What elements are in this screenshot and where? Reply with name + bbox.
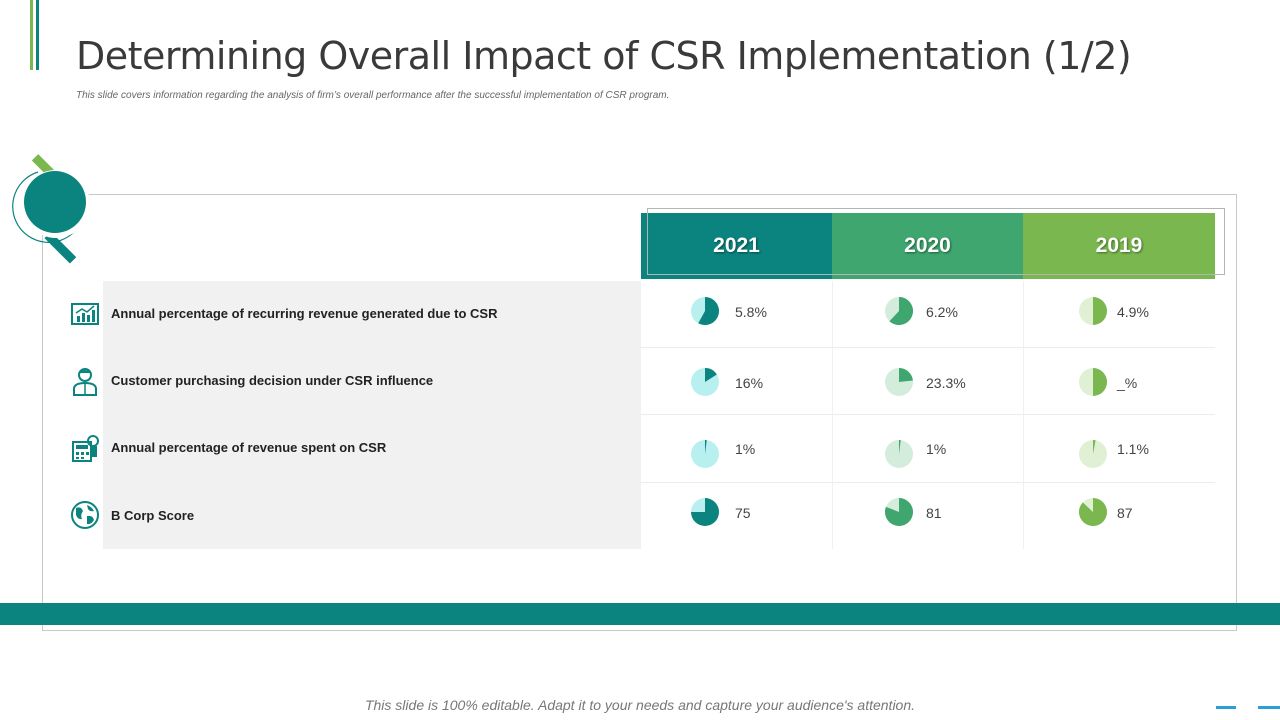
accent-bar-teal [36, 0, 39, 70]
value-row1-2021: 5.8% [735, 304, 767, 320]
row-label-revenue-spent: Annual percentage of revenue spent on CS… [111, 440, 387, 455]
page-subtitle: This slide covers information regarding … [76, 90, 670, 101]
row-divider [641, 482, 1215, 483]
column-divider [1023, 281, 1024, 549]
pie-icon-row4-2020 [885, 498, 913, 526]
growth-chart-icon [71, 303, 99, 325]
value-row3-2020: 1% [926, 441, 947, 457]
row-label-b-corp-score: B Corp Score [111, 508, 195, 523]
year-header-2021: 2021 [641, 213, 832, 279]
globe-icon [71, 501, 99, 529]
pie-icon-row3-2021 [691, 440, 719, 468]
value-row4-2020: 81 [926, 505, 942, 521]
year-header-2019: 2019 [1023, 213, 1215, 279]
footer-note: This slide is 100% editable. Adapt it to… [364, 697, 916, 713]
row-label-purchasing-decision: Customer purchasing decision under CSR i… [111, 373, 434, 388]
person-icon [73, 368, 97, 396]
row-divider [641, 414, 1215, 415]
pie-icon-row1-2019 [1079, 297, 1107, 325]
row-label-recurring-revenue: Annual percentage of recurring revenue g… [111, 306, 498, 321]
value-row2-2020: 23.3% [926, 375, 966, 391]
corner-dash-right [1258, 706, 1280, 709]
value-row2-2019: _% [1117, 375, 1138, 391]
pie-icon-row3-2019 [1079, 440, 1107, 468]
accent-bar-green [30, 0, 33, 70]
row-label-panel [103, 281, 641, 549]
pie-icon-row1-2021 [691, 297, 719, 325]
corner-dash-left [1216, 706, 1236, 709]
pie-icon-row3-2020 [885, 440, 913, 468]
value-row3-2019: 1.1% [1117, 441, 1149, 457]
pie-icon-row1-2020 [885, 297, 913, 325]
row-divider [641, 347, 1215, 348]
header-outline [647, 208, 1225, 275]
pie-icon-row2-2020 [885, 368, 913, 396]
year-header-2020: 2020 [832, 213, 1023, 279]
value-row4-2019: 87 [1117, 505, 1133, 521]
column-divider [832, 281, 833, 549]
pie-icon-row2-2021 [691, 368, 719, 396]
value-row1-2020: 6.2% [926, 304, 958, 320]
value-row3-2021: 1% [735, 441, 756, 457]
pie-icon-row2-2019 [1079, 368, 1107, 396]
circle-badge-icon [12, 154, 90, 264]
page-title: Determining Overall Impact of CSR Implem… [76, 34, 1132, 78]
value-row1-2019: 4.9% [1117, 304, 1149, 320]
pie-icon-row4-2021 [691, 498, 719, 526]
calculator-icon [72, 435, 99, 462]
value-row4-2021: 75 [735, 505, 751, 521]
teal-band [0, 603, 1280, 625]
value-row2-2021: 16% [735, 375, 764, 391]
pie-icon-row4-2019 [1079, 498, 1107, 526]
content-frame [42, 194, 1237, 631]
